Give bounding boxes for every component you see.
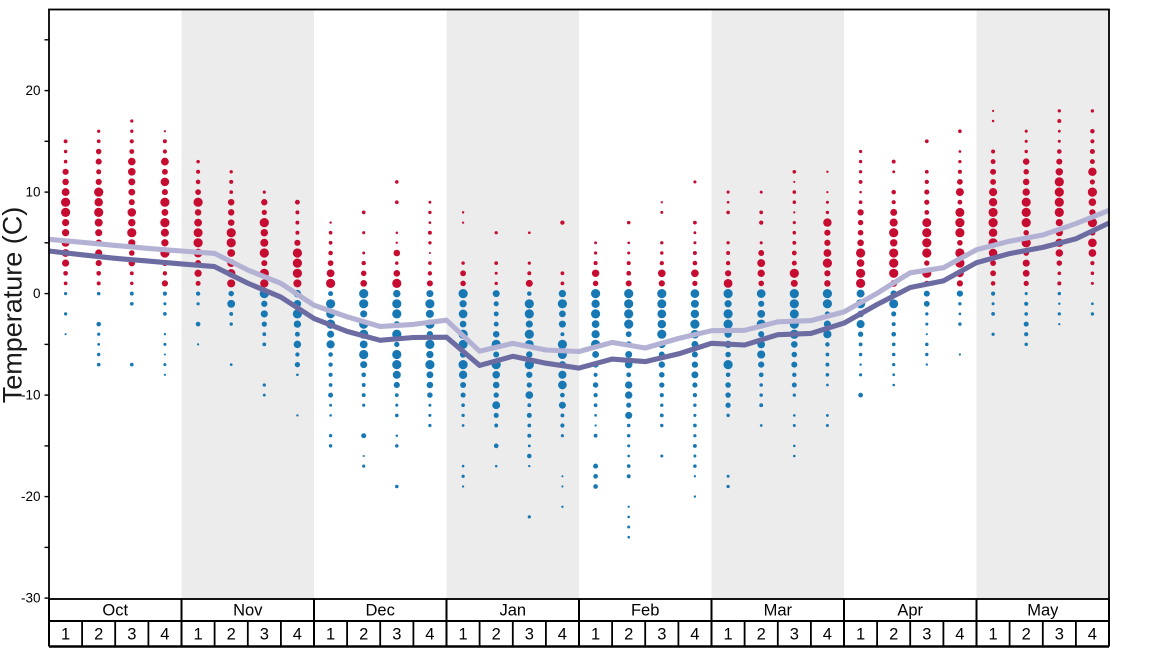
svg-text:4: 4: [955, 626, 964, 644]
svg-text:3: 3: [922, 626, 931, 644]
svg-text:1: 1: [989, 626, 998, 644]
svg-text:-10: -10: [21, 388, 41, 403]
svg-text:3: 3: [525, 626, 534, 644]
svg-text:3: 3: [260, 626, 269, 644]
svg-text:2: 2: [94, 626, 103, 644]
svg-text:Temperature (C): Temperature (C): [0, 207, 28, 404]
svg-text:May: May: [1027, 602, 1059, 620]
svg-text:2: 2: [359, 626, 368, 644]
svg-text:1: 1: [194, 626, 203, 644]
svg-text:2: 2: [624, 626, 633, 644]
svg-text:1: 1: [591, 626, 600, 644]
svg-text:4: 4: [293, 626, 302, 644]
svg-text:Apr: Apr: [897, 602, 923, 620]
svg-text:Mar: Mar: [764, 602, 793, 620]
svg-text:4: 4: [425, 626, 434, 644]
svg-text:0: 0: [33, 286, 41, 301]
svg-text:1: 1: [61, 626, 70, 644]
svg-text:3: 3: [392, 626, 401, 644]
svg-text:Dec: Dec: [366, 602, 395, 620]
svg-text:1: 1: [856, 626, 865, 644]
svg-text:Jan: Jan: [499, 602, 526, 620]
svg-text:4: 4: [1088, 626, 1097, 644]
svg-text:-20: -20: [21, 489, 41, 504]
svg-text:Oct: Oct: [102, 602, 128, 620]
svg-text:Nov: Nov: [233, 602, 263, 620]
svg-text:2: 2: [757, 626, 766, 644]
svg-text:3: 3: [657, 626, 666, 644]
svg-text:10: 10: [25, 185, 40, 200]
svg-text:20: 20: [25, 83, 40, 98]
svg-text:3: 3: [1055, 626, 1064, 644]
svg-text:Feb: Feb: [631, 602, 659, 620]
svg-text:1: 1: [459, 626, 468, 644]
svg-text:4: 4: [160, 626, 169, 644]
svg-text:3: 3: [790, 626, 799, 644]
svg-text:1: 1: [326, 626, 335, 644]
svg-text:2: 2: [492, 626, 501, 644]
svg-text:1: 1: [724, 626, 733, 644]
svg-text:-30: -30: [21, 591, 41, 606]
svg-text:3: 3: [127, 626, 136, 644]
svg-text:2: 2: [1022, 626, 1031, 644]
svg-text:4: 4: [690, 626, 699, 644]
svg-text:4: 4: [558, 626, 567, 644]
svg-text:2: 2: [227, 626, 236, 644]
svg-text:2: 2: [889, 626, 898, 644]
svg-text:4: 4: [823, 626, 832, 644]
